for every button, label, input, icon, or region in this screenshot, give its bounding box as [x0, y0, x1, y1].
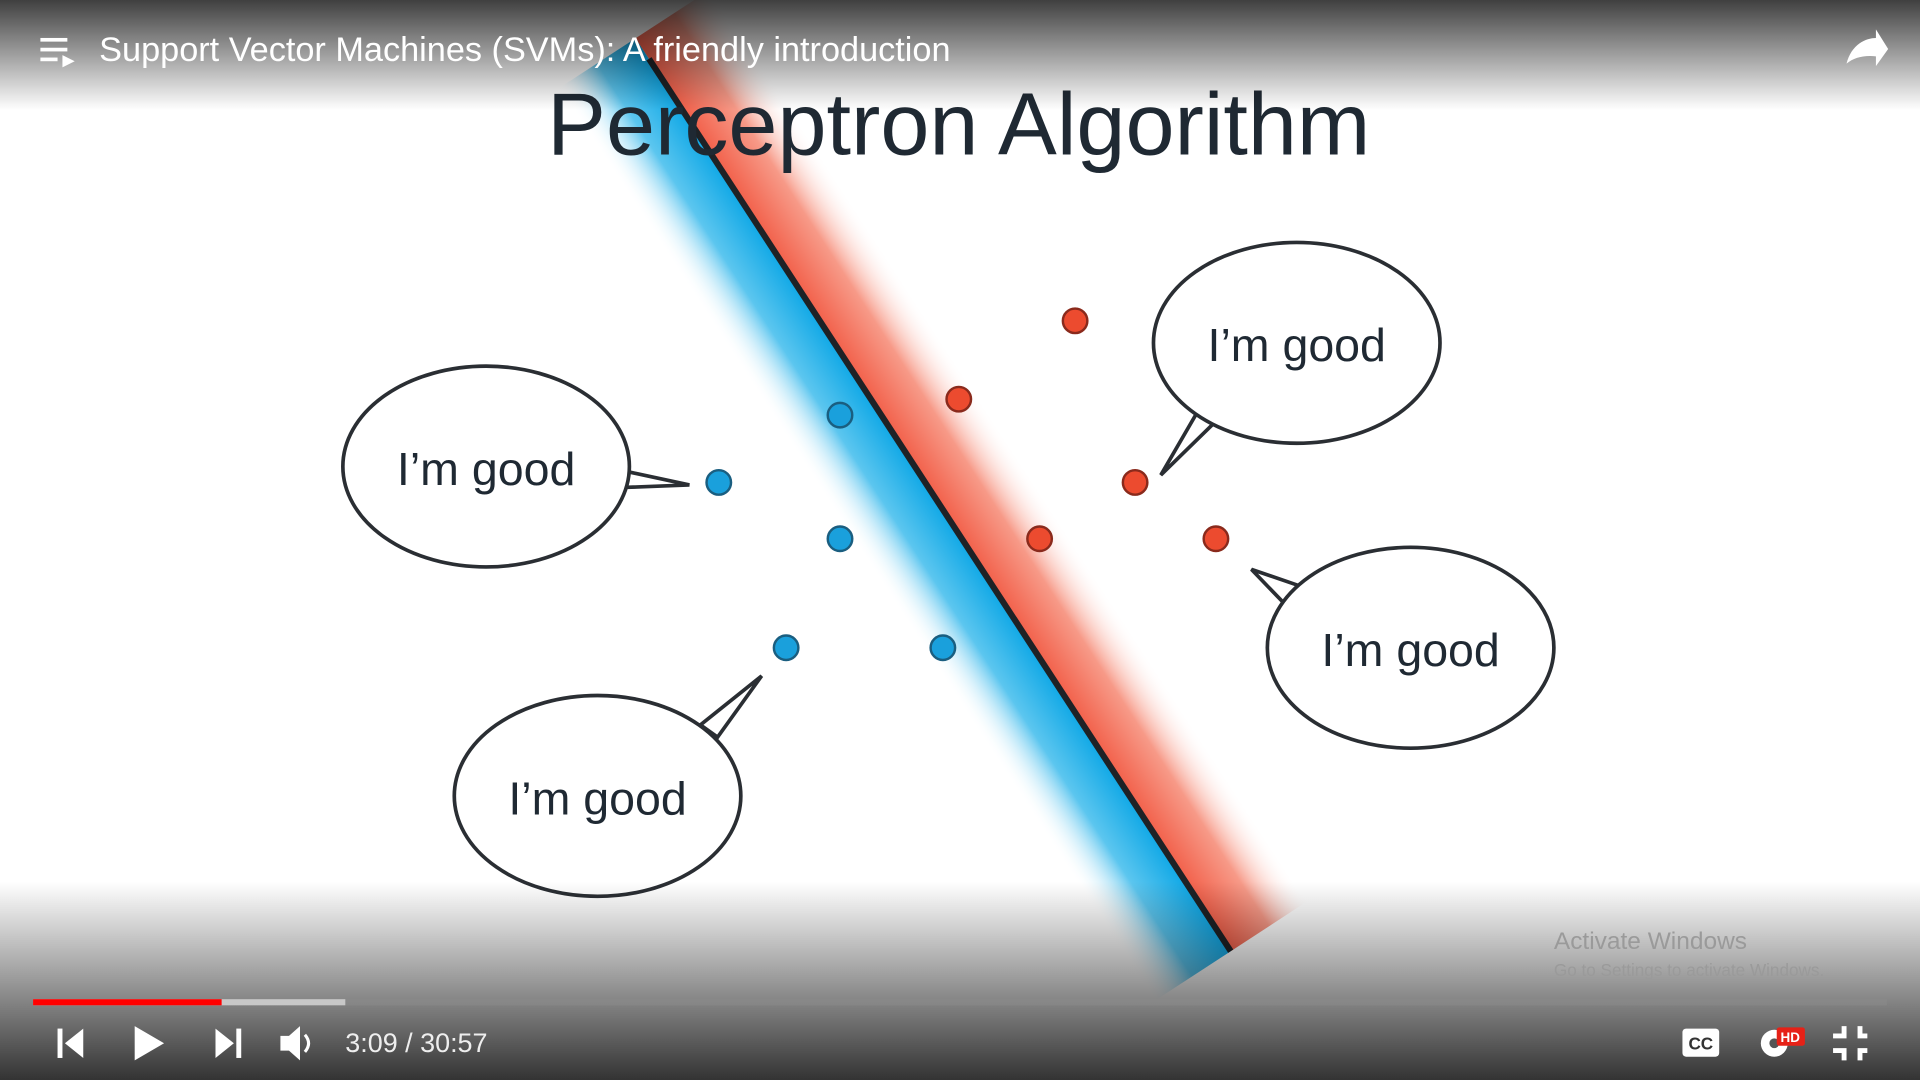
blue-points [705, 401, 957, 662]
bottom-shade [0, 881, 1920, 1080]
point [1026, 525, 1054, 553]
progress-played [33, 999, 222, 1006]
point [945, 385, 973, 413]
bubble-text: I’m good [1321, 624, 1499, 676]
exit-fullscreen-button[interactable] [1833, 1026, 1868, 1061]
bubble [341, 364, 632, 569]
blue-margin [558, 38, 1231, 1002]
playlist-icon[interactable] [40, 37, 75, 68]
controls: CC [57, 1026, 1868, 1061]
red-margin [635, 0, 1308, 952]
point [929, 634, 957, 662]
bubble-texts: I’m good I’m good I’m good I’m good [397, 319, 1500, 824]
point [705, 468, 733, 496]
point [826, 525, 854, 553]
watermark-subtitle: Go to Settings to activate Windows. [1554, 960, 1824, 980]
next-button[interactable] [215, 1028, 242, 1058]
hd-badge: HD [1780, 1030, 1800, 1045]
top-shade [0, 0, 1920, 111]
point [1061, 307, 1089, 335]
play-button[interactable] [134, 1026, 165, 1061]
bubble-text: I’m good [1208, 319, 1386, 371]
point [1121, 468, 1149, 496]
progress-track[interactable] [33, 999, 1887, 1006]
previous-button[interactable] [57, 1028, 84, 1058]
point [1202, 525, 1230, 553]
share-icon[interactable] [1846, 29, 1889, 67]
red-points [945, 307, 1230, 553]
bubble-text: I’m good [508, 772, 686, 824]
svg-text:CC: CC [1688, 1033, 1713, 1053]
bubble [1151, 240, 1442, 446]
speech-bubbles [341, 240, 1556, 899]
bubble [1265, 545, 1556, 750]
watermark-title: Activate Windows [1554, 928, 1747, 955]
bubble-tail [620, 468, 690, 490]
decision-band [558, 0, 1308, 1002]
volume-button[interactable] [280, 1026, 311, 1061]
cc-button[interactable]: CC [1682, 1028, 1720, 1057]
time-display: 3:09 / 30:57 [345, 1028, 487, 1058]
point [772, 634, 800, 662]
video-title[interactable]: Support Vector Machines (SVMs): A friend… [99, 31, 950, 69]
point [826, 401, 854, 429]
separator-line [646, 57, 1234, 953]
settings-button[interactable] [1760, 1027, 1805, 1057]
bubble-text: I’m good [397, 443, 575, 495]
